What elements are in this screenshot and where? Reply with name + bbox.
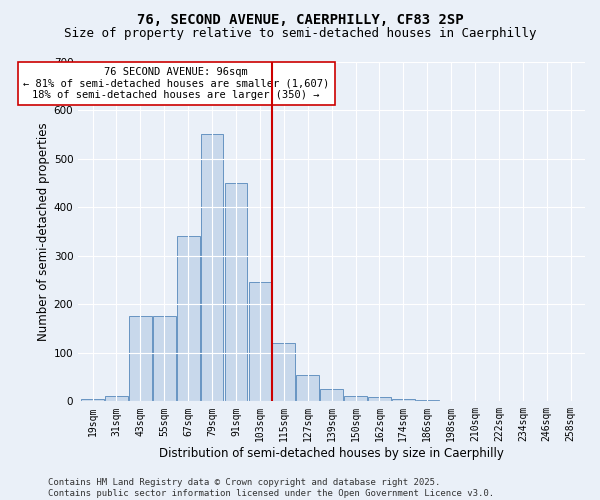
Text: 76 SECOND AVENUE: 96sqm
← 81% of semi-detached houses are smaller (1,607)
18% of: 76 SECOND AVENUE: 96sqm ← 81% of semi-de… bbox=[23, 66, 329, 100]
Bar bbox=[416, 400, 439, 402]
Text: Contains HM Land Registry data © Crown copyright and database right 2025.
Contai: Contains HM Land Registry data © Crown c… bbox=[48, 478, 494, 498]
Bar bbox=[129, 316, 152, 402]
X-axis label: Distribution of semi-detached houses by size in Caerphilly: Distribution of semi-detached houses by … bbox=[159, 447, 504, 460]
Bar bbox=[177, 236, 200, 402]
Text: Size of property relative to semi-detached houses in Caerphilly: Size of property relative to semi-detach… bbox=[64, 28, 536, 40]
Bar bbox=[296, 374, 319, 402]
Y-axis label: Number of semi-detached properties: Number of semi-detached properties bbox=[37, 122, 50, 340]
Bar bbox=[224, 183, 247, 402]
Bar bbox=[201, 134, 223, 402]
Bar bbox=[392, 399, 415, 402]
Bar bbox=[153, 316, 176, 402]
Bar bbox=[248, 282, 271, 402]
Bar bbox=[368, 398, 391, 402]
Bar bbox=[272, 343, 295, 402]
Bar bbox=[344, 396, 367, 402]
Text: 76, SECOND AVENUE, CAERPHILLY, CF83 2SP: 76, SECOND AVENUE, CAERPHILLY, CF83 2SP bbox=[137, 12, 463, 26]
Bar bbox=[105, 396, 128, 402]
Bar bbox=[320, 389, 343, 402]
Bar bbox=[81, 399, 104, 402]
